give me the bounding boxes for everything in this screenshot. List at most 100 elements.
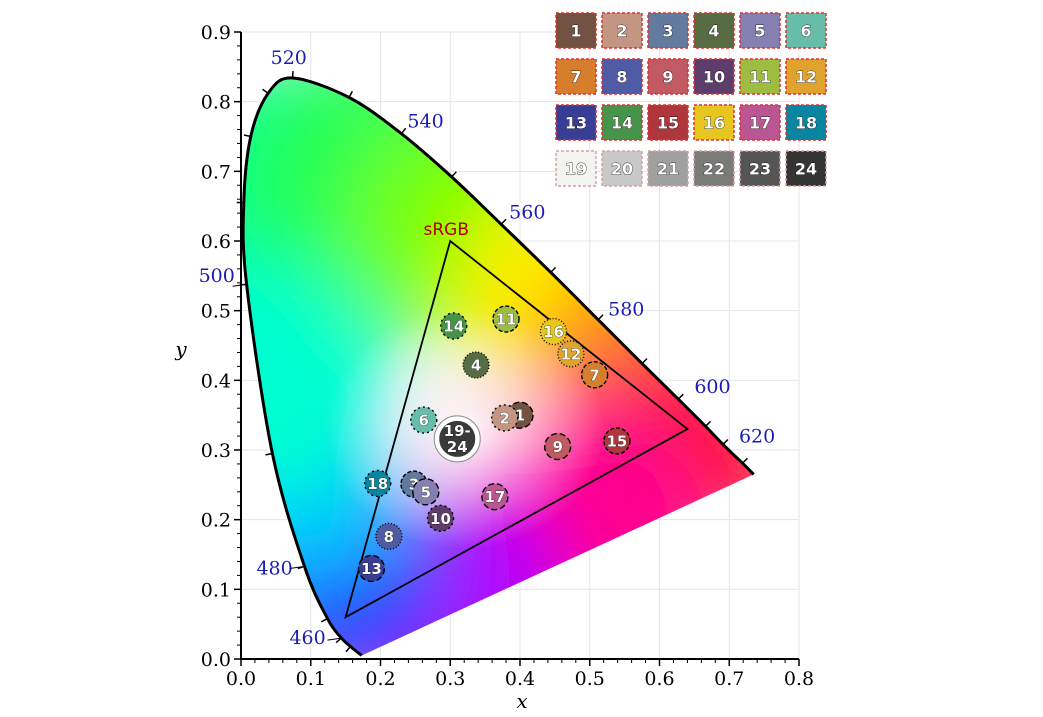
srgb-triangle (344, 239, 690, 620)
wavelength-tick (741, 457, 748, 464)
x-tick-label: 0.5 (575, 668, 605, 690)
color-chip-swatch (739, 150, 781, 187)
color-point-label: 9 (552, 438, 562, 456)
wavelength-tick (597, 314, 604, 321)
color-point-marker (375, 522, 403, 551)
x-tick-label: 0.7 (714, 668, 744, 690)
color-point: 14 (440, 312, 468, 340)
color-chip-label: 21 (657, 160, 679, 179)
color-point-label: 7 (589, 366, 599, 384)
color-point-marker (539, 317, 568, 346)
y-axis-title: y (174, 337, 187, 361)
color-point: 16 (539, 317, 568, 346)
color-point-label: 4 (471, 357, 481, 375)
color-point-label: 24 (447, 438, 468, 456)
color-point-marker (490, 404, 519, 432)
color-chip: 9 (647, 58, 689, 95)
color-chip-swatch (555, 150, 597, 187)
color-point-marker (580, 361, 609, 389)
fill-blob (243, 260, 382, 501)
wavelength-label: 520 (271, 47, 307, 69)
color-point-marker (410, 406, 438, 434)
wavelength-label: 600 (694, 376, 730, 398)
color-chip-swatch (555, 12, 597, 49)
x-tick-label: 0.0 (226, 668, 256, 690)
x-tick-label: 0.6 (644, 668, 674, 690)
y-tick-label: 0.7 (201, 161, 231, 183)
wavelength-tick (451, 171, 457, 178)
color-chip-swatch (601, 12, 643, 49)
color-point-label: 1 (515, 407, 525, 425)
color-point: 19-24 (433, 415, 481, 463)
color-point-label: 3 (409, 476, 419, 494)
x-tick-label: 0.8 (784, 668, 814, 690)
wavelength-tick (500, 218, 507, 225)
color-chip: 17 (739, 104, 781, 141)
color-chip: 16 (693, 104, 735, 141)
color-point-marker (412, 478, 440, 506)
wavelength-label: 580 (608, 299, 644, 321)
color-chip: 14 (601, 104, 643, 141)
color-point: 11 (492, 305, 520, 333)
color-chip: 20 (601, 150, 643, 187)
wavelength-tick (722, 438, 729, 445)
color-chip-label: 9 (662, 68, 673, 87)
color-chip-swatch (693, 12, 735, 49)
color-chip-swatch (739, 104, 781, 141)
wavelength-label: 460 (289, 627, 325, 649)
wavelength-tick (641, 358, 648, 365)
color-chip: 15 (647, 104, 689, 141)
color-point-label: 16 (543, 323, 564, 341)
color-chip-label: 5 (754, 22, 765, 41)
y-tick-label: 0.4 (201, 370, 231, 392)
color-point: 9 (543, 432, 572, 461)
color-point: 2 (490, 404, 519, 432)
color-point-marker (357, 554, 386, 583)
color-chip-swatch (739, 58, 781, 95)
x-tick-label: 0.2 (365, 668, 395, 690)
wavelength-leader (232, 283, 247, 287)
color-chip: 7 (555, 58, 597, 95)
color-chip: 11 (739, 58, 781, 95)
color-point-label: 10 (430, 510, 451, 528)
color-chip-label: 20 (611, 160, 633, 179)
color-point-label: 18 (367, 475, 388, 493)
wavelength-label: 560 (509, 201, 545, 223)
color-chip-label: 14 (611, 114, 633, 133)
color-chip: 12 (785, 58, 827, 95)
color-point: 12 (557, 340, 585, 368)
color-chip-label: 16 (703, 114, 725, 133)
color-chip-label: 8 (616, 68, 627, 87)
color-chip-label: 17 (749, 114, 771, 133)
color-chip-swatch (647, 150, 689, 187)
color-point-label: 19- (444, 422, 471, 440)
wavelength-label: 540 (407, 111, 443, 133)
x-tick-label: 0.1 (296, 668, 326, 690)
color-point: 15 (603, 427, 631, 455)
color-chip: 2 (601, 12, 643, 49)
wavelength-label: 500 (199, 265, 235, 287)
color-point-label: 12 (560, 345, 581, 363)
wavelength-leader (327, 637, 342, 641)
color-chip: 5 (739, 12, 781, 49)
color-point-label: 2 (499, 409, 509, 427)
srgb-label: sRGB (423, 220, 469, 240)
wavelength-tick (262, 88, 269, 94)
color-chip: 3 (647, 12, 689, 49)
wavelength-label: 620 (739, 425, 775, 447)
color-point: 18 (364, 469, 392, 498)
color-chip-swatch (693, 104, 735, 141)
x-tick-label: 0.4 (505, 668, 535, 690)
color-chip-label: 12 (795, 68, 817, 87)
color-point: 7 (580, 361, 609, 389)
wavelength-tick (348, 90, 353, 98)
y-tick-label: 0.5 (201, 301, 231, 323)
wavelength-tick (677, 393, 684, 400)
color-chip-swatch (601, 104, 643, 141)
color-chip-swatch (785, 58, 827, 95)
color-point-marker (481, 482, 509, 511)
